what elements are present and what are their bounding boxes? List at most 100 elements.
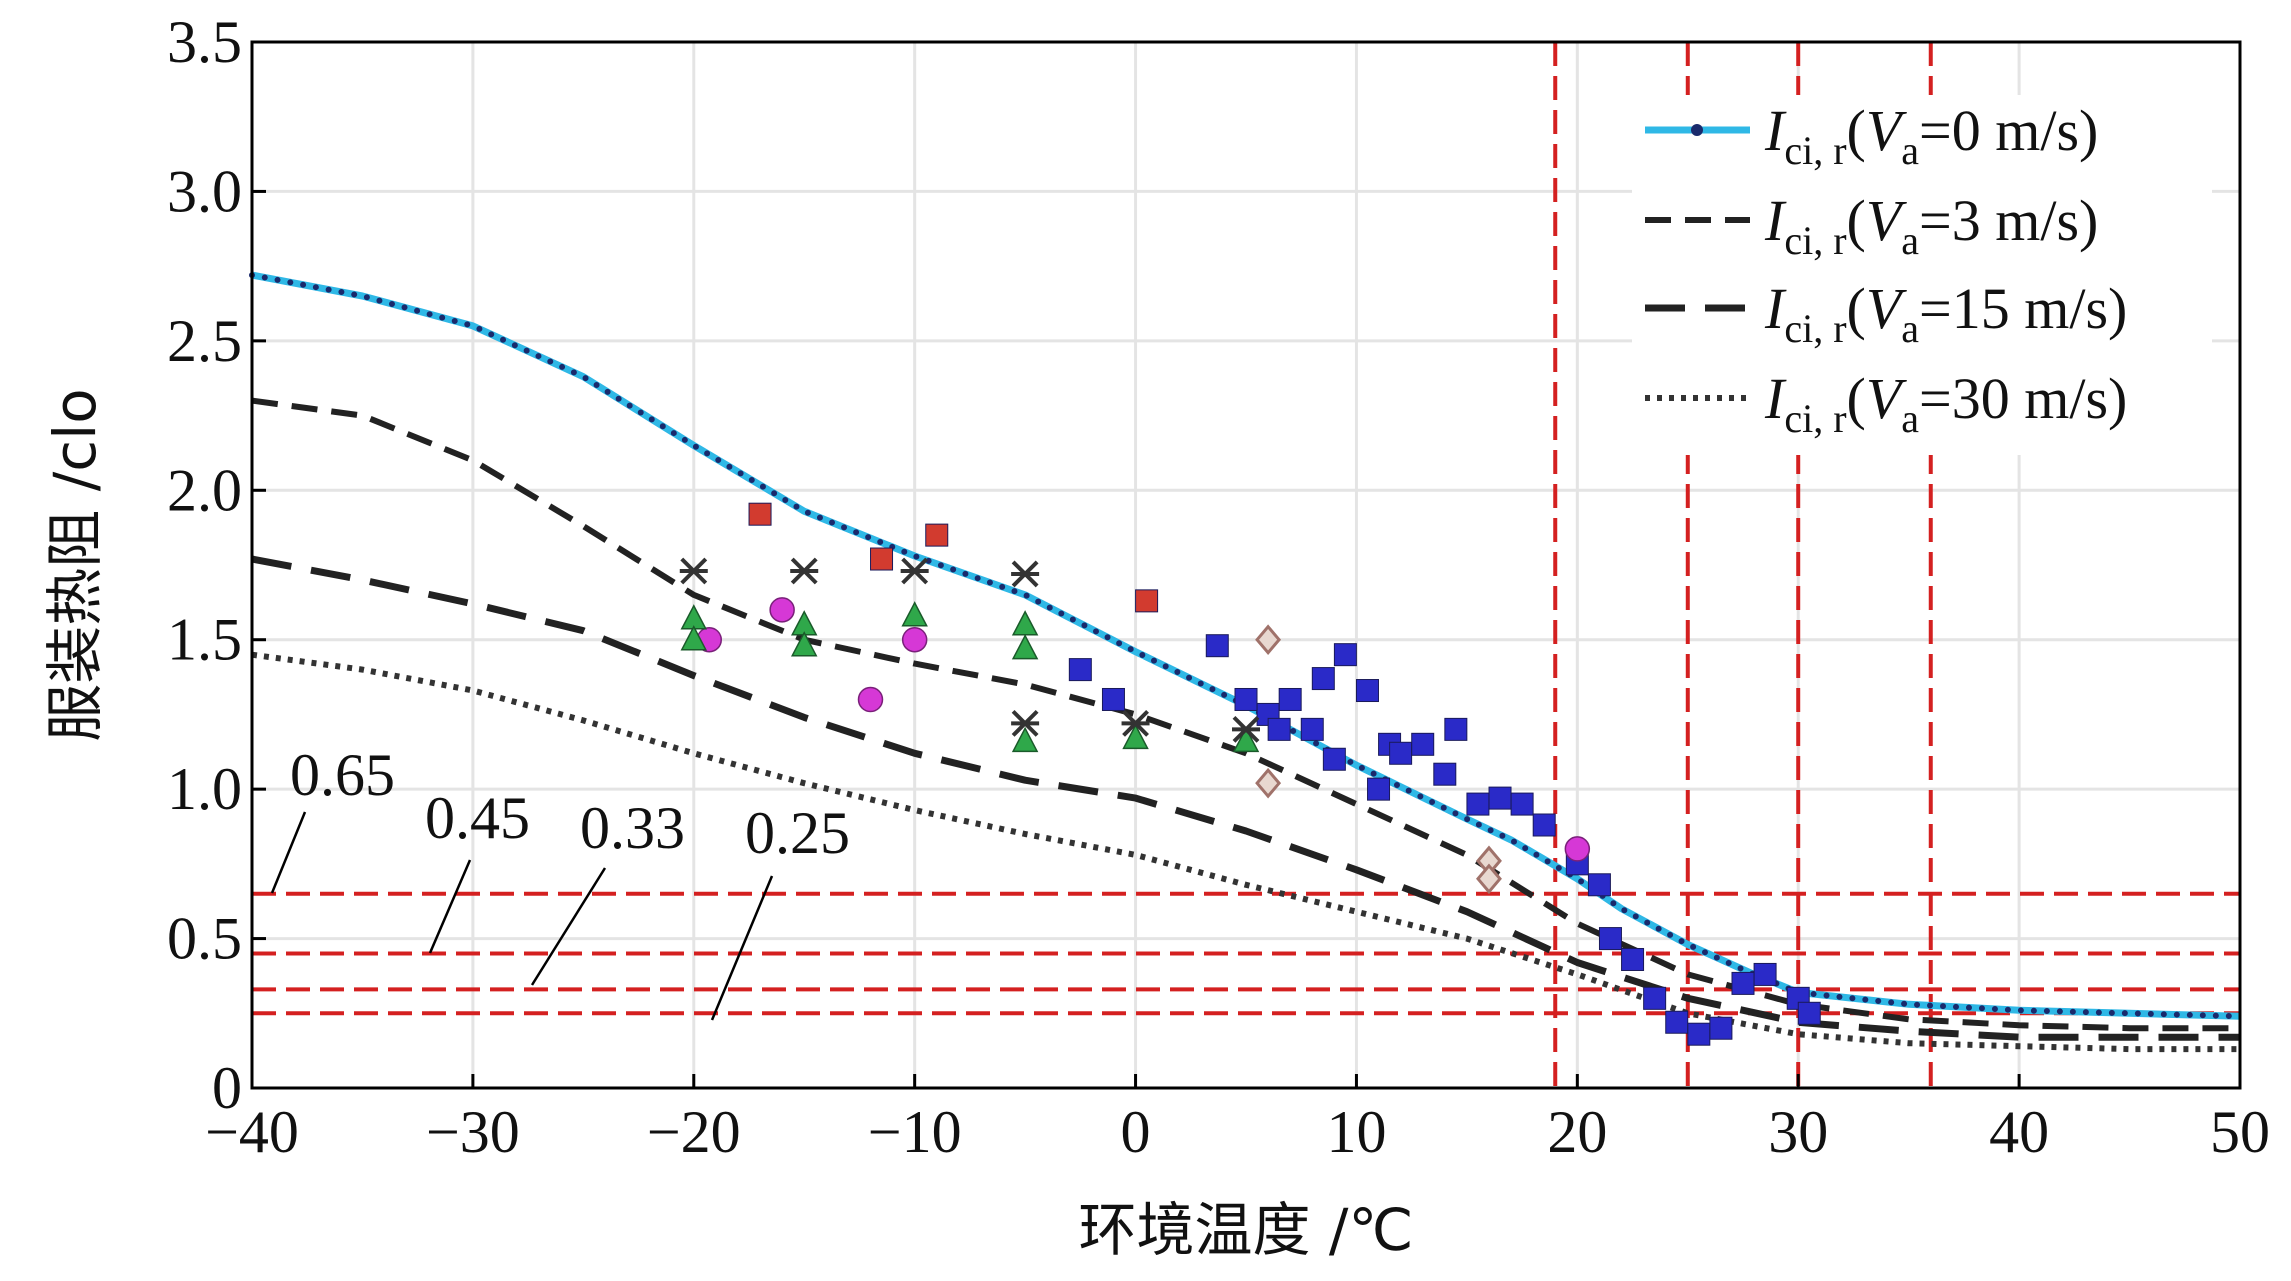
point-square — [1311, 667, 1335, 691]
legend-item: Ici, r(Va=30 m/s) — [1645, 366, 2127, 441]
x-tick-label: −20 — [647, 1099, 741, 1165]
point-diamond — [1255, 767, 1282, 799]
threshold-leader — [710, 875, 774, 1021]
point-square — [1135, 589, 1159, 613]
point-square — [1444, 717, 1468, 741]
point-square — [1101, 687, 1125, 711]
series-1 — [251, 397, 2240, 1032]
threshold-annotations: 0.65 0.45 0.33 0.25 — [270, 742, 850, 1021]
point-square — [1643, 986, 1667, 1010]
point-square — [1300, 717, 1324, 741]
legend-box — [1632, 95, 2212, 455]
point-cross — [790, 557, 819, 585]
point-square — [1532, 813, 1556, 837]
x-tick-label: 20 — [1547, 1099, 1607, 1165]
x-tick-label: 40 — [1989, 1099, 2049, 1165]
series-3 — [251, 651, 2240, 1053]
point-square — [748, 502, 772, 526]
point-triangle — [1011, 610, 1039, 636]
point-circle — [1564, 836, 1591, 862]
point-triangle — [1011, 726, 1039, 753]
legend-item: Ici, r(Va=15 m/s) — [1645, 276, 2127, 351]
legend-label: Ici, r(Va=3 m/s) — [1764, 188, 2098, 263]
x-tick-label: 30 — [1768, 1099, 1828, 1165]
point-cross — [1011, 709, 1040, 737]
x-tick-label: 50 — [2210, 1099, 2270, 1165]
x-tick-label: 10 — [1326, 1099, 1386, 1165]
series-line-dots — [249, 272, 2243, 1020]
legend-label: Ici, r(Va=15 m/s) — [1764, 276, 2127, 351]
point-square — [1466, 792, 1490, 816]
y-tick-label: 0 — [212, 1055, 242, 1121]
threshold-leader — [428, 859, 472, 954]
point-square — [1797, 1001, 1821, 1025]
point-cross — [1232, 715, 1260, 743]
series-line — [251, 651, 2240, 1053]
point-cross — [1011, 560, 1040, 588]
y-tick-label: 3.5 — [167, 9, 242, 75]
legend-item: Ici, r(Va=0 m/s) — [1645, 98, 2098, 173]
point-square — [870, 547, 894, 571]
point-square — [1267, 717, 1291, 741]
point-square — [1510, 792, 1534, 816]
series-lines — [249, 271, 2243, 1053]
point-circle — [769, 597, 795, 623]
axis-ticks: −40 −30 −20 −10 0 10 20 30 40 50 0 0.5 1.0 1.5 2.0 2.5 3… — [167, 9, 2270, 1165]
point-circle — [901, 626, 928, 653]
threshold-leader — [270, 811, 307, 894]
point-square — [1355, 679, 1379, 703]
point-square — [1333, 643, 1357, 667]
point-cross — [900, 557, 929, 585]
legend-label: Ici, r(Va=30 m/s) — [1764, 366, 2127, 441]
point-diamond — [1476, 863, 1502, 895]
point-triangle — [1122, 723, 1149, 750]
point-diamond — [1255, 624, 1282, 656]
point-triangle — [901, 601, 928, 627]
y-tick-label: 0.5 — [167, 906, 242, 972]
threshold-leader — [530, 867, 607, 986]
point-square — [1753, 962, 1777, 986]
point-square — [1322, 747, 1346, 771]
legend-swatch-dot — [1691, 124, 1703, 136]
point-square — [1389, 741, 1413, 765]
threshold-label: 0.25 — [745, 800, 850, 866]
threshold-label: 0.33 — [580, 795, 685, 861]
plot-frame — [250, 40, 2242, 1090]
series-0 — [249, 271, 2243, 1020]
point-square — [1068, 658, 1092, 682]
point-cross — [679, 557, 708, 585]
point-square — [1587, 873, 1611, 897]
legend: Ici, r(Va=0 m/s) Ici, r(Va=3 m/s) Ici, r(V… — [1632, 95, 2212, 455]
y-tick-label: 2.0 — [167, 457, 242, 523]
point-square — [1411, 732, 1435, 756]
point-cross — [1121, 709, 1150, 737]
series-line — [251, 397, 2240, 1032]
x-tick-label: 0 — [1121, 1099, 1151, 1165]
point-triangle — [790, 631, 818, 657]
legend-item: Ici, r(Va=3 m/s) — [1645, 188, 2098, 263]
point-triangle — [680, 625, 708, 651]
point-square — [1234, 687, 1258, 711]
threshold-label: 0.45 — [425, 785, 530, 851]
scatter-points — [679, 502, 1821, 1046]
point-square — [1621, 947, 1645, 971]
point-square — [1665, 1010, 1689, 1034]
point-circle — [857, 686, 884, 713]
point-square — [1488, 786, 1512, 810]
point-triangle — [1011, 634, 1039, 660]
point-triangle — [1232, 726, 1260, 753]
x-tick-label: −40 — [205, 1099, 299, 1165]
point-square — [1278, 687, 1302, 711]
point-square — [1687, 1022, 1711, 1046]
point-square — [1433, 762, 1457, 786]
x-tick-label: −10 — [868, 1099, 962, 1165]
y-tick-label: 2.5 — [167, 308, 242, 374]
x-tick-label: −30 — [426, 1099, 520, 1165]
y-tick-label: 1.0 — [167, 756, 242, 822]
point-square — [1598, 927, 1622, 951]
point-square — [1367, 777, 1391, 801]
y-tick-label: 1.5 — [167, 607, 242, 673]
point-square — [1205, 634, 1229, 658]
legend-label: Ici, r(Va=0 m/s) — [1764, 98, 2098, 173]
